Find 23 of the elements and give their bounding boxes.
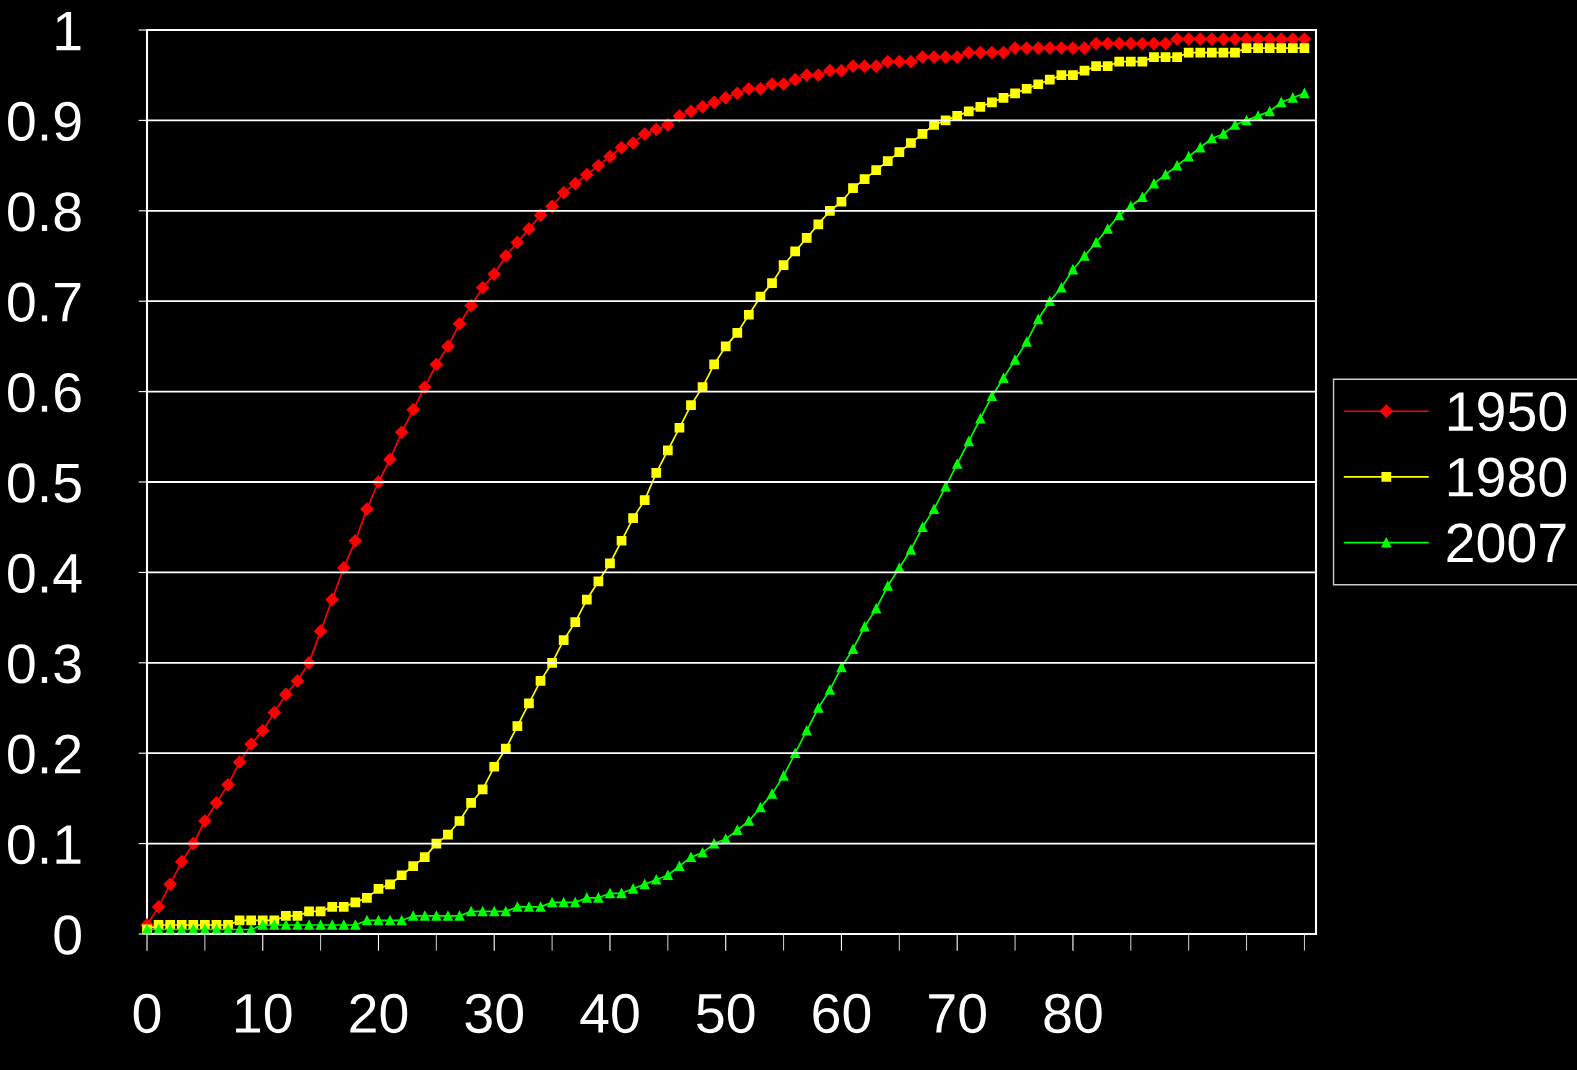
x-tick-label: 30 bbox=[465, 993, 523, 1034]
x-tick-label: 20 bbox=[350, 993, 408, 1034]
y-tick-label: 0.8 bbox=[8, 192, 81, 232]
x-tick-label: 40 bbox=[580, 993, 639, 1034]
y-tick-label: 0.3 bbox=[8, 644, 81, 684]
x-tick-label: 80 bbox=[1044, 993, 1102, 1034]
x-tick-label: 0 bbox=[133, 993, 161, 1034]
legend-label: 1980 bbox=[1448, 457, 1567, 497]
y-tick-label: 1 bbox=[56, 11, 81, 51]
y-tick-label: 0.1 bbox=[8, 824, 81, 865]
legend-label: 1950 bbox=[1448, 391, 1567, 432]
y-tick-label: 0.7 bbox=[8, 282, 81, 322]
y-tick-label: 0.6 bbox=[8, 372, 81, 413]
x-tick-label: 10 bbox=[236, 993, 292, 1034]
y-tick-label: 0.2 bbox=[8, 734, 81, 774]
y-tick-label: 0.4 bbox=[8, 553, 82, 594]
y-tick-label: 0 bbox=[54, 915, 81, 955]
x-tick-label: 60 bbox=[813, 993, 871, 1034]
y-tick-label: 0.5 bbox=[8, 463, 81, 503]
x-tick-label: 70 bbox=[929, 993, 986, 1034]
legend-label: 2007 bbox=[1447, 523, 1566, 563]
y-tick-label: 0.9 bbox=[8, 101, 81, 142]
x-tick-label: 50 bbox=[697, 993, 755, 1034]
